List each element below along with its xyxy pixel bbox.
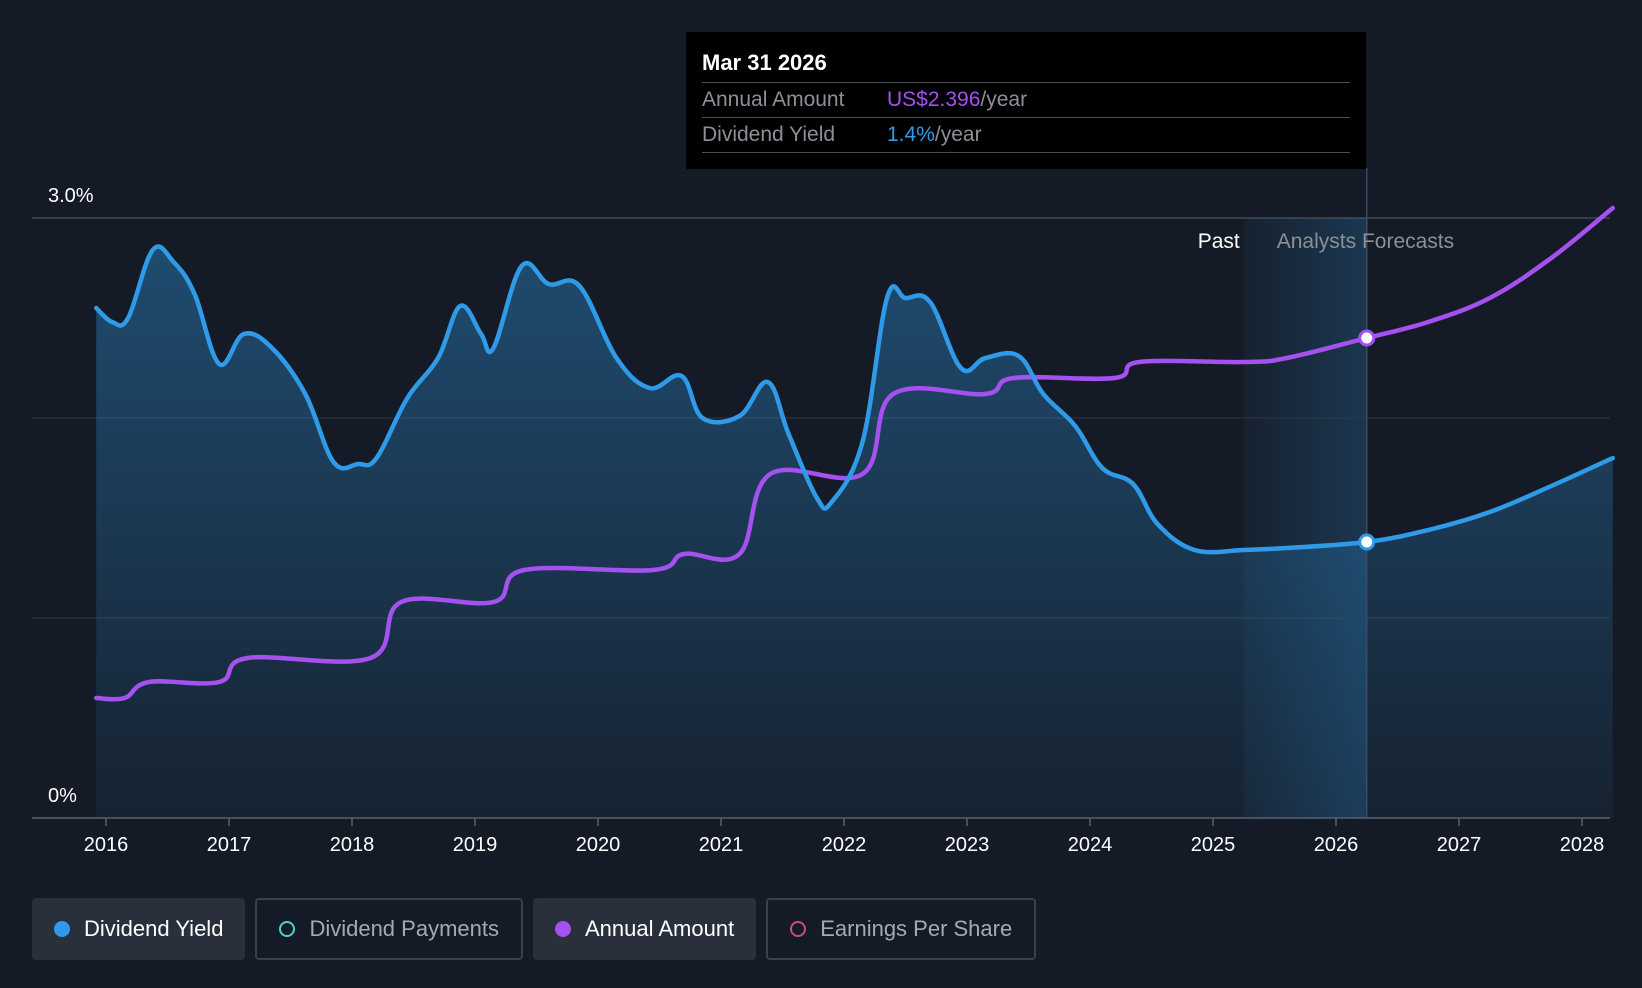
forecast-label: Analysts Forecasts [1277, 230, 1454, 253]
y-axis-top-label: 3.0% [48, 185, 94, 207]
dividend-yield-marker[interactable] [1358, 533, 1376, 551]
x-tick-label: 2026 [1314, 834, 1359, 856]
tooltip-dividend-yield-label: Dividend Yield [702, 123, 836, 146]
annual-amount-marker[interactable] [1358, 329, 1376, 347]
past-label: Past [1198, 230, 1240, 253]
tooltip-dividend-yield-row: Dividend Yield 1.4%/year [702, 118, 1350, 153]
earnings-per-share-ring-icon [790, 921, 807, 937]
x-tick-label: 2021 [699, 834, 744, 856]
x-tick-label: 2027 [1437, 834, 1482, 856]
legend: Dividend Yield Dividend Payments Annual … [32, 898, 1037, 960]
tooltip-annual-amount-unit: /year [980, 88, 1028, 111]
dividend-yield-line[interactable] [93, 244, 1616, 555]
tooltip: Mar 31 2026 Annual Amount US$2.396/year … [686, 32, 1366, 169]
tooltip-date: Mar 31 2026 [702, 48, 1350, 83]
legend-annual-amount-button[interactable]: Annual Amount [532, 898, 757, 960]
dividend-yield-dot-icon [54, 921, 70, 937]
tooltip-dividend-yield-value: 1.4% [887, 123, 935, 146]
annual-amount-line[interactable] [93, 205, 1616, 702]
dividend-payments-ring-icon [279, 921, 296, 937]
x-tick-label: 2022 [822, 834, 867, 856]
x-tick-label: 2016 [84, 834, 129, 856]
annual-amount-dot-icon [554, 921, 571, 937]
legend-earnings-per-share-label: Earnings Per Share [820, 916, 1013, 941]
legend-dividend-yield-label: Dividend Yield [84, 916, 224, 941]
x-tick-label: 2025 [1191, 834, 1236, 856]
tooltip-annual-amount-value: US$2.396 [887, 88, 981, 111]
dividend-yield-area [96, 246, 1613, 819]
y-axis-bottom-label: 0% [48, 785, 77, 807]
tooltip-annual-amount-label: Annual Amount [702, 88, 845, 111]
tooltip-dividend-yield-unit: /year [934, 123, 982, 146]
x-tick-label: 2019 [453, 834, 498, 856]
x-tick-label: 2018 [330, 834, 375, 856]
x-tick-label: 2028 [1560, 834, 1605, 856]
tooltip-annual-amount-row: Annual Amount US$2.396/year [702, 83, 1350, 118]
legend-annual-amount-label: Annual Amount [584, 916, 735, 941]
legend-dividend-yield-button[interactable]: Dividend Yield [32, 898, 246, 960]
x-tick-label: 2023 [945, 834, 990, 856]
x-tick-label: 2017 [207, 834, 252, 856]
legend-dividend-payments-label: Dividend Payments [309, 916, 499, 941]
legend-dividend-payments-button[interactable]: Dividend Payments [255, 898, 523, 960]
x-tick-label: 2024 [1068, 834, 1113, 856]
x-tick-label: 2020 [576, 834, 621, 856]
legend-earnings-per-share-button[interactable]: Earnings Per Share [766, 898, 1037, 960]
